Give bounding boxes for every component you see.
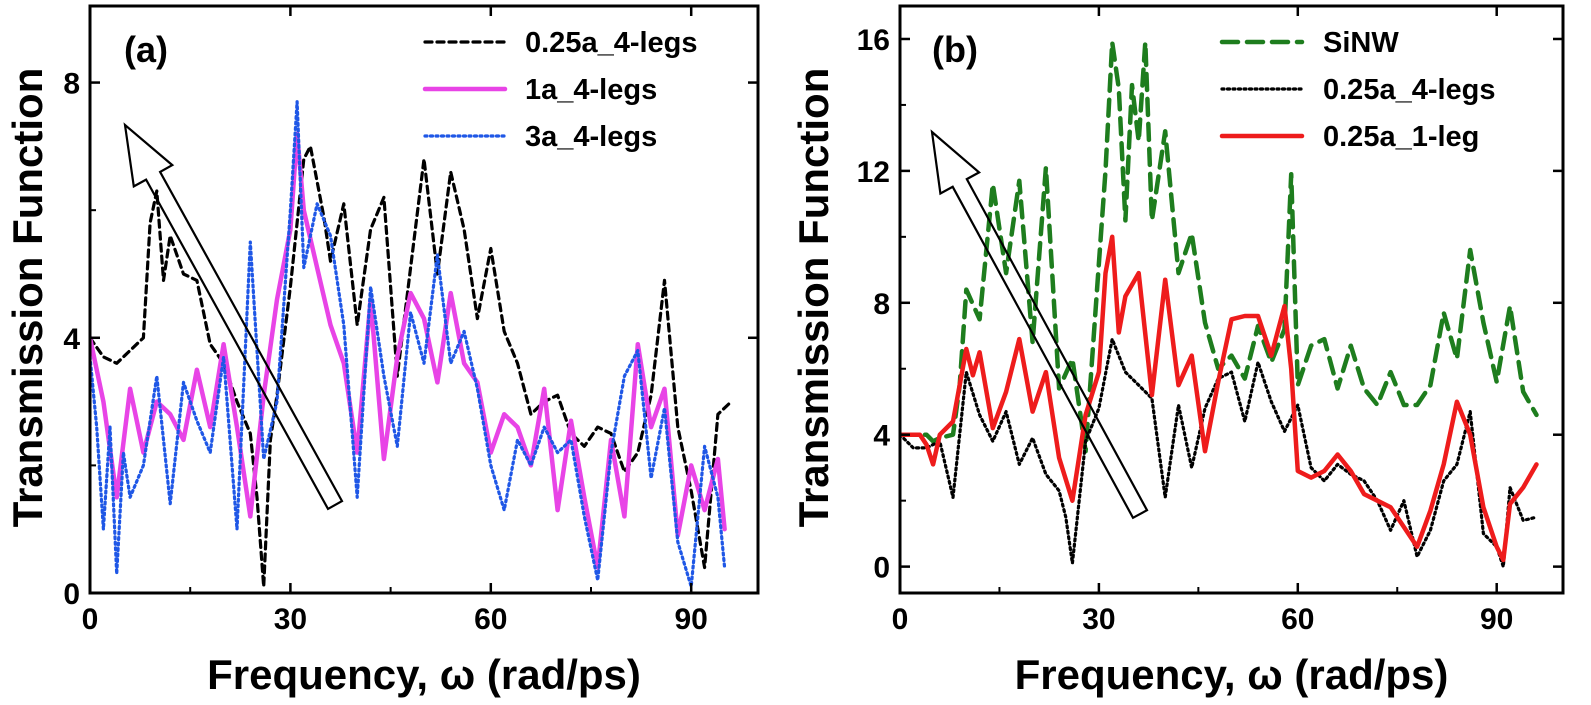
panel-b-y-tick-label-12: 12 [857,156,890,189]
panel-b-y-tick-label-0: 0 [873,552,890,585]
panel-b-y-tick-label-16: 16 [857,24,890,57]
panel-b-y-tick-label-8: 8 [873,288,890,321]
panel-b-legend: SiNW 0.25a_4-legs 0.25a_1-leg [1219,27,1496,153]
panel-b-legend-label-0-25a-1-leg: 0.25a_1-leg [1323,121,1479,153]
panel-b-legend-label-sinw: SiNW [1323,27,1399,59]
panel-a-y-tick-label-0: 0 [63,578,80,611]
panel-b-x-tick-label-60: 60 [1281,603,1314,636]
panel-a-legend: 0.25a_4-legs 1a_4-legs 3a_4-legs [422,27,698,153]
panel-a-legend-label-0-25a-4-legs: 0.25a_4-legs [525,27,698,59]
panel-a-chart: 0 30 60 90 0 4 8 Frequency, ω (rad/ps) Transmiss… [4,4,760,698]
panel-a-plot-frame [88,4,760,595]
panel-b-series-group [900,40,1539,569]
panel-a-series-1a-4-legs [90,131,727,570]
panel-a-y-tick-label-8: 8 [63,68,80,101]
panel-a-y-tick-label-4: 4 [63,323,80,356]
panel-a-x-tick-label-90: 90 [675,603,708,636]
panel-b-chart: 0 30 60 90 0 4 8 12 16 Frequency, ω (rad/ps) Trans… [790,4,1565,698]
panel-b-panel-label: (b) [932,29,978,70]
panel-b-series-sinw [900,40,1539,454]
panel-b-series-0-25a-1-leg [900,234,1539,563]
panel-a-series-3a-4-legs [90,100,727,589]
panel-a-x-tick-label-30: 30 [274,603,307,636]
panel-a-legend-label-3a-4-legs: 3a_4-legs [525,121,657,153]
panel-b-arrow-annotation [930,129,1149,520]
panel-b-y-axis-title: Transmission Function [790,68,837,528]
panel-a-panel-label: (a) [124,29,168,70]
panel-b-x-tick-label-0: 0 [892,603,909,636]
panel-a-x-tick-label-0: 0 [82,603,99,636]
panel-b-legend-label-0-25a-4-legs: 0.25a_4-legs [1323,74,1496,106]
panel-a-legend-label-1a-4-legs: 1a_4-legs [525,74,657,106]
panel-b-y-tick-label-4: 4 [873,420,890,453]
panel-a-series-group [90,100,733,589]
panel-b-x-tick-label-30: 30 [1082,603,1115,636]
panel-b-x-tick-label-90: 90 [1480,603,1513,636]
panel-a-y-axis-title: Transmission Function [4,68,51,528]
panel-a-x-axis-title: Frequency, ω (rad/ps) [207,651,641,698]
panel-a-arrow-annotation [123,122,344,511]
panel-a-x-tick-label-60: 60 [474,603,507,636]
panel-b-x-axis-title: Frequency, ω (rad/ps) [1015,651,1449,698]
panel-b-plot-frame [898,4,1565,595]
